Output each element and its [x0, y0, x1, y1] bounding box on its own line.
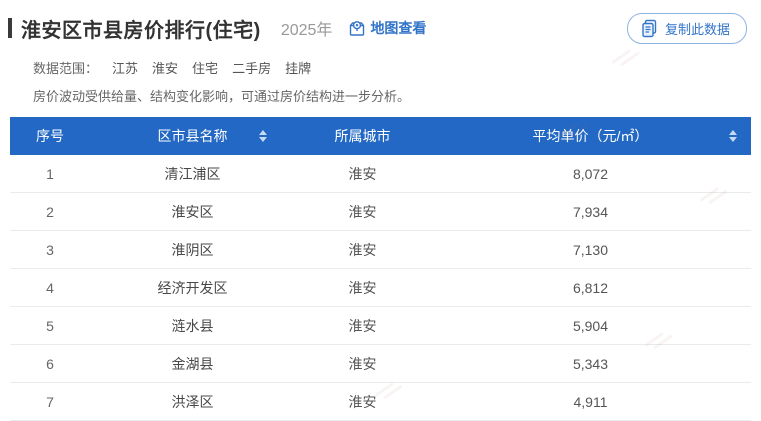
cell-city: 淮安 [348, 203, 377, 220]
cell-rank: 5 [46, 317, 54, 334]
analysis-note: 房价波动受供给量、结构变化影响，可通过房价结构进一步分析。 [33, 89, 411, 104]
cell-rank: 6 [46, 355, 54, 372]
table-row: 6 金湖县 淮安 5,343 [10, 345, 751, 383]
map-view-link-label: 地图查看 [370, 20, 427, 36]
copy-data-button[interactable]: 复制此数据 [626, 12, 747, 44]
map-pin-icon [348, 19, 366, 37]
cell-price: 7,130 [572, 241, 609, 258]
cell-district: 金湖县 [171, 355, 214, 372]
cell-price: 4,911 [573, 393, 608, 410]
scope-item-province[interactable]: 江苏 [112, 61, 139, 76]
table-row: 2 淮安区 淮安 7,934 [10, 193, 751, 231]
column-header-rank: 序号 [36, 128, 64, 144]
cell-district: 经济开发区 [157, 279, 228, 296]
table-row: 4 经济开发区 淮安 6,812 [10, 269, 751, 307]
copy-icon [641, 19, 658, 38]
table-header-row: 序号 区市县名称 所属城市 平均单价（元/㎡） [10, 117, 751, 155]
cell-rank: 3 [46, 241, 54, 258]
data-scope-line: 数据范围： 江苏 淮安 住宅 二手房 挂牌 [33, 58, 761, 77]
cell-district: 涟水县 [171, 317, 214, 334]
scope-item-market[interactable]: 二手房 [232, 61, 272, 76]
column-header-district[interactable]: 区市县名称 [90, 117, 295, 155]
cell-rank: 7 [46, 393, 54, 410]
cell-rank: 4 [46, 279, 54, 296]
sort-arrows-icon[interactable] [729, 130, 737, 142]
title-accent-bar [8, 18, 12, 38]
cell-price: 8,072 [572, 165, 609, 182]
table-row: 5 涟水县 淮安 5,904 [10, 307, 751, 345]
page-header: 淮安区市县房价排行(住宅) 2025年 地图查看 复制此数据 [0, 0, 761, 44]
table-body: 1 清江浦区 淮安 8,072 2 淮安区 淮安 7,934 3 淮阴区 淮安 … [10, 155, 751, 421]
scope-item-listing[interactable]: 挂牌 [285, 61, 312, 76]
cell-city: 淮安 [348, 241, 377, 258]
copy-data-button-label: 复制此数据 [664, 21, 730, 37]
cell-rank: 2 [46, 203, 54, 220]
cell-district: 清江浦区 [164, 165, 221, 182]
column-header-price-label: 平均单价（元/㎡） [532, 128, 649, 144]
map-view-link[interactable]: 地图查看 [348, 18, 426, 38]
scope-item-property-type[interactable]: 住宅 [192, 61, 219, 76]
price-ranking-table: 序号 区市县名称 所属城市 平均单价（元/㎡） 1 清江浦区 淮安 8,072 … [10, 117, 751, 421]
table-row: 3 淮阴区 淮安 7,130 [10, 231, 751, 269]
page-title: 淮安区市县房价排行(住宅) [21, 19, 261, 42]
cell-city: 淮安 [348, 393, 377, 410]
table-row: 1 清江浦区 淮安 8,072 [10, 155, 751, 193]
cell-price: 5,343 [572, 355, 609, 372]
scope-item-city[interactable]: 淮安 [152, 61, 179, 76]
cell-rank: 1 [46, 165, 54, 182]
column-header-district-label: 区市县名称 [157, 128, 228, 144]
sort-arrows-icon[interactable] [259, 130, 267, 142]
year-label: 2025年 [280, 22, 333, 39]
cell-price: 6,812 [572, 279, 609, 296]
cell-city: 淮安 [348, 165, 377, 182]
column-header-city: 所属城市 [334, 128, 391, 144]
cell-price: 7,934 [572, 203, 609, 220]
cell-city: 淮安 [348, 317, 377, 334]
table-row: 7 洪泽区 淮安 4,911 [10, 383, 751, 421]
cell-district: 淮阴区 [171, 241, 214, 258]
data-scope-label: 数据范围： [33, 61, 99, 76]
cell-city: 淮安 [348, 279, 377, 296]
cell-district: 淮安区 [171, 203, 214, 220]
cell-city: 淮安 [348, 355, 377, 372]
column-header-price[interactable]: 平均单价（元/㎡） [430, 117, 751, 155]
cell-district: 洪泽区 [171, 393, 214, 410]
cell-price: 5,904 [572, 317, 609, 334]
